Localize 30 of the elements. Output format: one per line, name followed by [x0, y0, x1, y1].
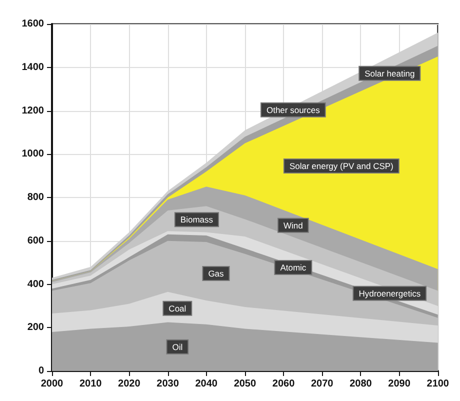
y-tick-label: 200: [27, 322, 44, 334]
x-tick-label: 2040: [195, 378, 218, 390]
series-label: Solar energy (PV and CSP): [289, 161, 394, 172]
x-tick-label: 2080: [350, 378, 372, 390]
x-tick-label: 2050: [234, 378, 256, 390]
series-label: Wind: [283, 220, 304, 230]
y-tick-label: 0: [38, 366, 44, 376]
series-label: Hydroenergetics: [358, 288, 421, 298]
x-tick-label: 2030: [156, 378, 180, 390]
y-tick-label: 1000: [22, 148, 44, 160]
y-tick-label: 400: [27, 278, 44, 290]
y-tick-label: 600: [27, 235, 44, 246]
x-tick-label: 2020: [118, 378, 141, 390]
series-label: Biomass: [180, 214, 213, 225]
series-label: Oil: [172, 342, 183, 352]
x-tick-label: 2010: [79, 378, 102, 390]
x-tick-label: 2070: [310, 378, 334, 390]
series-label: Coal: [168, 303, 186, 314]
series-label: Gas: [208, 268, 224, 279]
x-tick-label: 2090: [388, 378, 411, 390]
y-tick-label: 1400: [22, 62, 44, 73]
y-tick-label: 800: [27, 192, 44, 203]
series-label: Atomic: [280, 262, 307, 272]
x-tick-label: 2060: [272, 378, 296, 390]
series-label: Other sources: [266, 104, 320, 115]
y-tick-label: 1200: [22, 105, 44, 116]
series-label: Solar heating: [364, 68, 415, 78]
x-tick-label: 2100: [426, 378, 450, 390]
x-tick-label: 2000: [40, 378, 64, 390]
y-tick-label: 1600: [22, 18, 44, 30]
